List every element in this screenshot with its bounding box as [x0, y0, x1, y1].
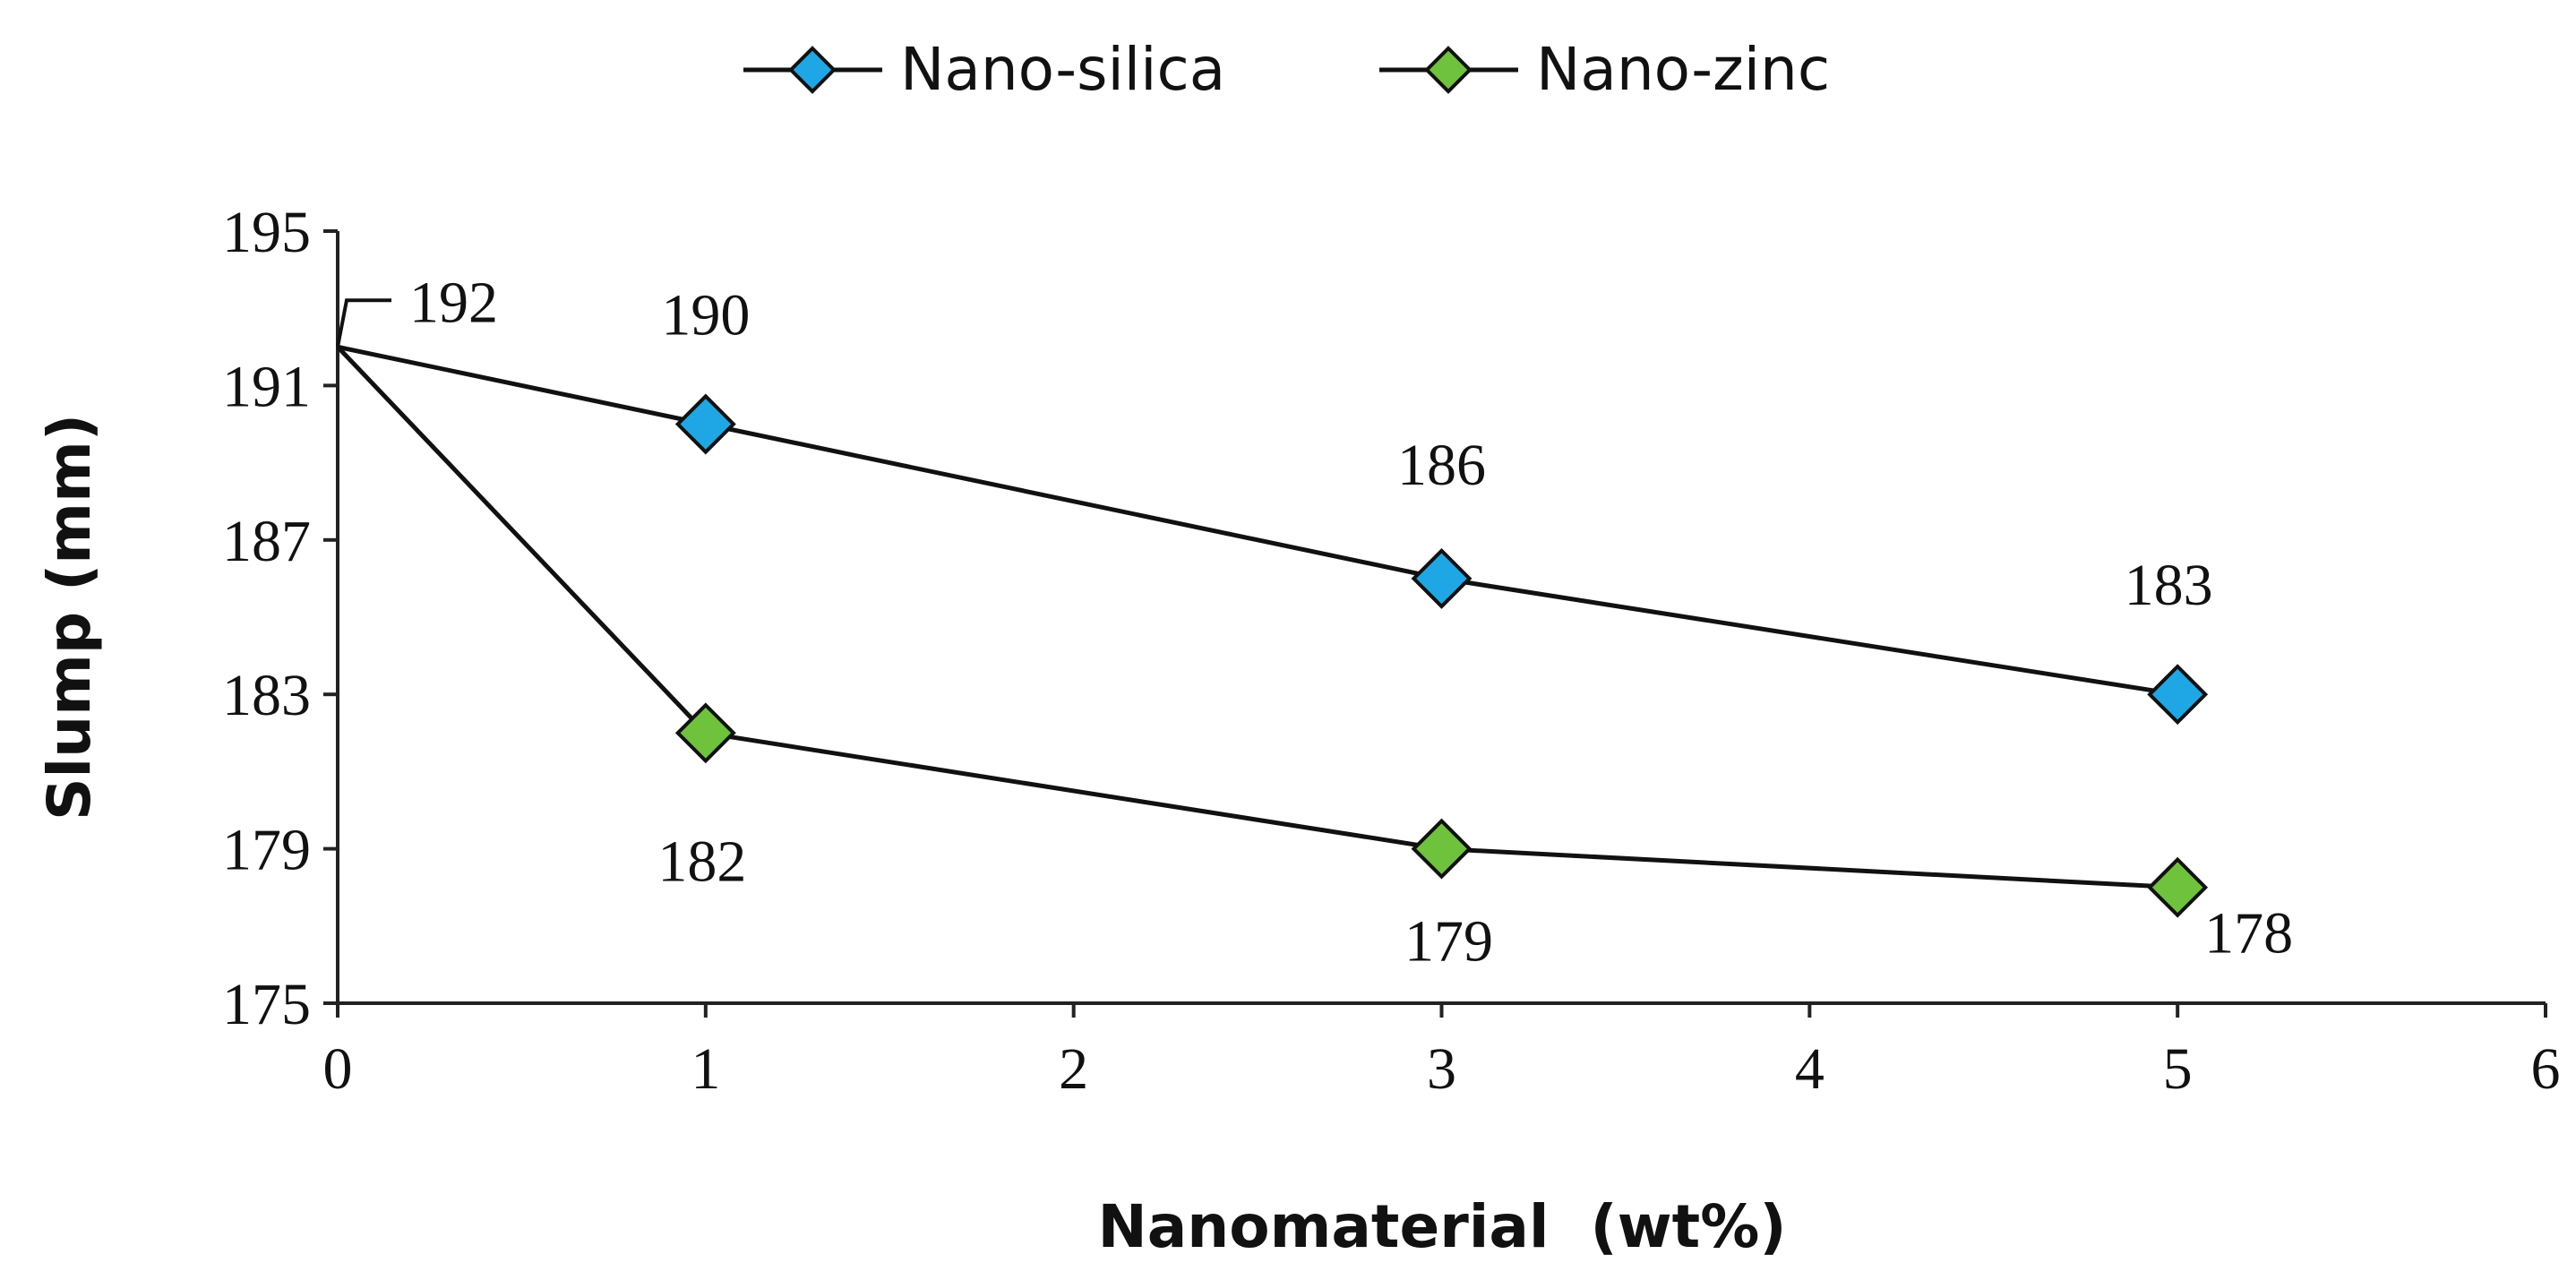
point-nano-zinc — [2147, 856, 2209, 918]
x-axis-title: Nanomaterial (wt%) — [1098, 1192, 1787, 1261]
legend-item-nano-silica: Nano-silica — [743, 35, 1225, 104]
point-nano-silica — [674, 393, 736, 455]
data-labels: 192 190 186 183 182 179 178 — [336, 270, 2293, 975]
legend-marker-nano-silica — [788, 46, 837, 94]
data-label: 190 — [661, 283, 750, 348]
point-nano-zinc — [674, 702, 736, 764]
series-line-nano-silica — [337, 344, 2178, 697]
y-tick-label: 183 — [222, 663, 311, 728]
data-label-leader — [336, 298, 391, 348]
legend-label-nano-silica: Nano-silica — [900, 35, 1225, 104]
data-label: 183 — [2125, 553, 2213, 618]
y-axis-title: Slump (mm) — [35, 414, 104, 820]
point-nano-zinc — [1411, 818, 1473, 880]
point-nano-silica — [1411, 547, 1473, 609]
x-tick-label: 4 — [1795, 1036, 1825, 1102]
y-tick-label: 179 — [222, 818, 311, 883]
x-tick-label: 0 — [323, 1036, 353, 1102]
data-label: 192 — [409, 270, 498, 335]
y-tick-label: 187 — [222, 509, 311, 574]
data-label: 179 — [1404, 909, 1493, 975]
series-line-nano-zinc — [336, 345, 2178, 890]
legend: Nano-silica Nano-zinc — [743, 35, 1830, 104]
x-tick-label: 2 — [1059, 1036, 1088, 1102]
y-tick-label: 191 — [222, 354, 311, 419]
data-label: 178 — [2204, 901, 2293, 966]
point-nano-silica — [2147, 664, 2209, 726]
data-label: 182 — [657, 829, 746, 894]
legend-marker-nano-zinc — [1424, 46, 1473, 94]
legend-item-nano-zinc: Nano-zinc — [1379, 35, 1830, 104]
y-tick-label: 195 — [222, 200, 311, 265]
data-label: 186 — [1397, 433, 1486, 498]
y-tick-label: 175 — [222, 972, 311, 1037]
x-tick-label: 6 — [2531, 1036, 2561, 1102]
y-axis-ticks: 175 179 183 187 191 195 — [222, 200, 338, 1037]
series-layer — [336, 344, 2209, 918]
x-tick-label: 3 — [1427, 1036, 1456, 1102]
x-tick-label: 1 — [691, 1036, 720, 1102]
x-tick-label: 5 — [2163, 1036, 2193, 1102]
x-axis-ticks: 0 1 2 3 4 5 6 — [323, 1003, 2561, 1102]
legend-label-nano-zinc: Nano-zinc — [1536, 35, 1830, 104]
